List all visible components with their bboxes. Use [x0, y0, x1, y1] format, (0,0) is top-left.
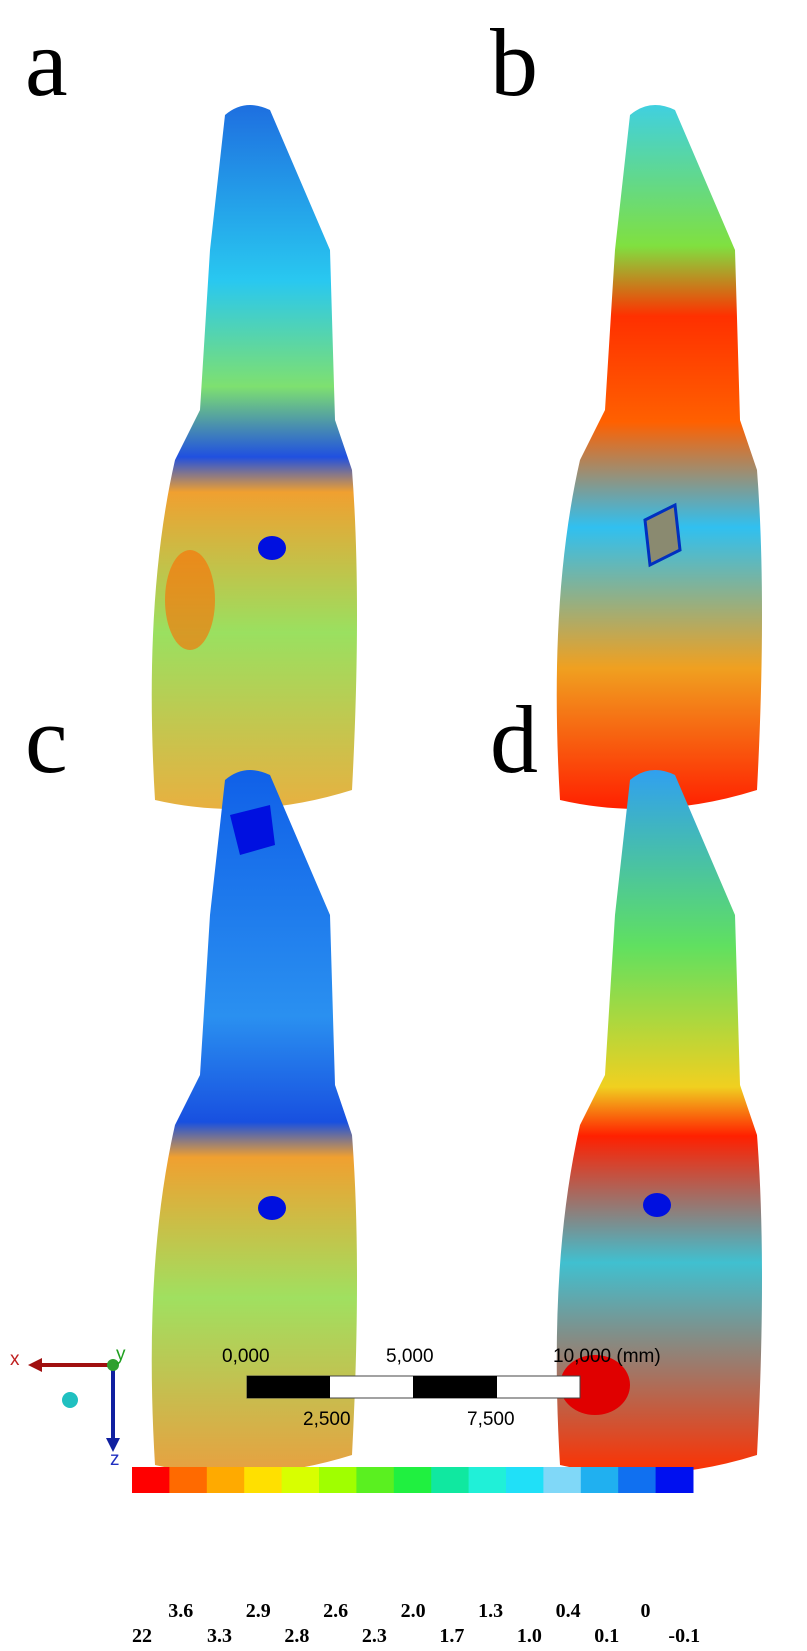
scale-label: 10,000 (mm) [553, 1346, 661, 1367]
colorbar-label: 3.3 [207, 1625, 232, 1647]
axis-label: z [110, 1449, 120, 1470]
panel-label: b [490, 9, 538, 116]
panel-label: c [25, 686, 68, 793]
panel-label: d [490, 686, 538, 793]
colorbar-swatch [132, 1467, 170, 1493]
colorbar-swatch [393, 1467, 432, 1493]
tooth-d [556, 770, 762, 1474]
tooth-b [556, 105, 762, 809]
colorbar-label: 0 [641, 1600, 651, 1622]
panel-label: a [25, 9, 68, 116]
colorbar-label: 1.0 [517, 1625, 542, 1647]
axis-label: x [10, 1349, 20, 1370]
scale-label: 7,500 [467, 1409, 515, 1430]
colorbar-swatch [206, 1467, 245, 1493]
scale-bar [246, 1375, 581, 1399]
colorbar-label: 2.9 [246, 1600, 271, 1622]
colorbar-label: 0.4 [556, 1600, 581, 1622]
colorbar-swatch [543, 1467, 582, 1493]
colorbar-swatch [281, 1467, 320, 1493]
scale-label: 5,000 [386, 1346, 434, 1367]
colorbar-swatch [468, 1467, 507, 1493]
tooth-c [151, 770, 357, 1474]
colorbar-swatch [169, 1467, 208, 1493]
colorbar-label: -0.1 [668, 1625, 700, 1647]
axis-label: y [116, 1344, 126, 1365]
colorbar-swatch [356, 1467, 395, 1493]
colorbar-label: 2.3 [362, 1625, 387, 1647]
colorbar-swatch [319, 1467, 357, 1493]
tooth-a [151, 105, 357, 809]
colorbar-swatch [244, 1467, 283, 1493]
colorbar-swatch [431, 1467, 470, 1493]
colorbar-label: 1.7 [439, 1625, 464, 1647]
scale-label: 0,000 [222, 1346, 270, 1367]
colorbar-label: 2.8 [284, 1625, 309, 1647]
colorbar-swatch [655, 1467, 694, 1493]
colorbar-label: 1.3 [478, 1600, 503, 1622]
scale-label: 2,500 [303, 1409, 351, 1430]
colorbar-label: 2.0 [401, 1600, 426, 1622]
axis-triad: x y z [10, 1344, 126, 1470]
colorbar-label: 0.1 [594, 1625, 619, 1647]
colorbar-swatch [580, 1467, 619, 1493]
colorbar-label: 3.6 [168, 1600, 193, 1622]
colorbar-swatch [506, 1467, 544, 1493]
colorbar-label: 2.6 [323, 1600, 348, 1622]
colorbar-label: 22 [132, 1625, 152, 1647]
colorbar-swatch [618, 1467, 657, 1493]
